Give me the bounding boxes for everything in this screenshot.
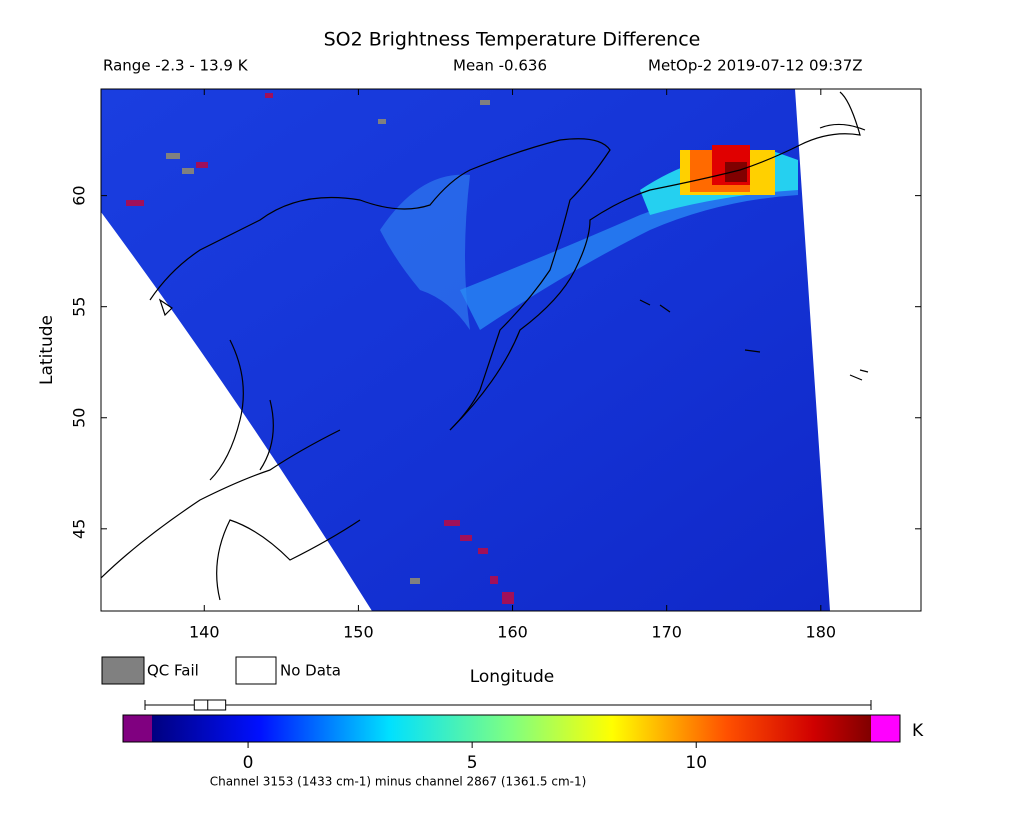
mean: Mean -0.636 [453,57,547,75]
qc-fail-pixels [166,100,490,584]
y-tick-label: 50 [70,408,89,428]
legend-swatch-nodata [235,656,277,685]
caption: Channel 3153 (1433 cm-1) minus channel 2… [210,775,587,789]
box [193,699,227,711]
x-tick-label: 170 [651,623,682,642]
y-axis-label: Latitude [37,315,57,385]
source: MetOp-2 2019-07-12 09:37Z [648,57,863,75]
y-tick-label: 60 [70,185,89,205]
x-tick-label: 180 [806,623,837,642]
x-tick-label: 150 [343,623,374,642]
y-tick-label: 45 [70,519,89,539]
range: Range -2.3 - 13.9 K [103,57,249,75]
colorbar [152,715,871,742]
colorbar-frame [122,714,901,743]
plume [380,174,470,330]
colorbar-tick-label: 0 [243,753,254,773]
colorbar-under [123,715,152,742]
colorbar-tick-label: 10 [685,753,707,773]
legend-label: QC Fail [147,662,199,680]
plume [460,165,798,330]
x-tick-label: 140 [189,623,220,642]
coastlines [101,91,869,601]
out-of-range-pixels [126,93,514,604]
legend-swatch-qc [101,656,145,685]
y-tick-label: 55 [70,297,89,317]
colorbar-over [871,715,900,742]
x-axis-label: Longitude [470,667,555,687]
title: SO2 Brightness Temperature Difference [324,29,701,51]
map-area [101,89,869,611]
hotspot [725,162,747,182]
map-frame [100,88,922,612]
x-tick-label: 160 [497,623,528,642]
colorbar-ticks: 0 5 10 [144,699,872,773]
colorbar-unit: K [912,721,924,741]
legend-label: No Data [280,662,341,680]
colorbar-tick-label: 5 [467,753,478,773]
axis-ticks: 140 150 160 170 180 45 50 55 60 [70,89,921,642]
